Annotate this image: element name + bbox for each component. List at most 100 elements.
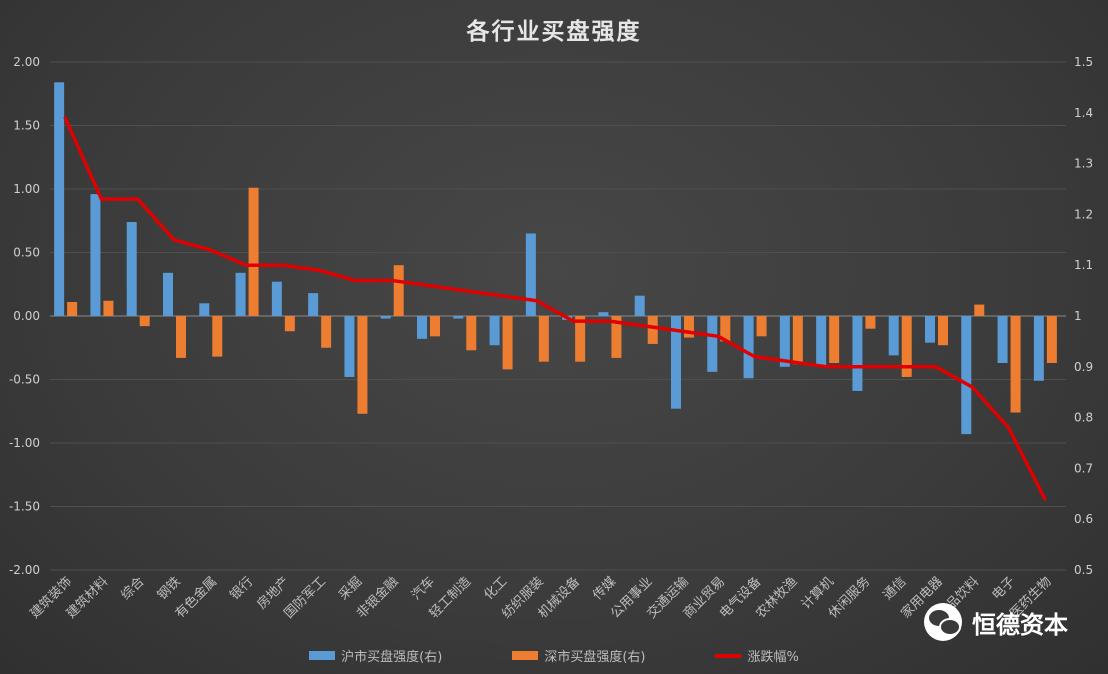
x-tick-label: 电子 (989, 574, 1018, 603)
point-change (136, 197, 140, 201)
legend-swatch-change (715, 653, 742, 658)
x-tick-label: 综合 (119, 574, 148, 603)
bar-sz (284, 316, 295, 332)
x-tick-label: 化工 (481, 574, 510, 603)
legend-label-change: 涨跌幅% (747, 650, 799, 665)
bar-sh (126, 222, 137, 316)
bar-sz (176, 316, 186, 358)
point-change (607, 319, 611, 323)
bar-sz (792, 316, 803, 365)
bar-sz (466, 316, 477, 351)
bar-sz (430, 316, 440, 337)
point-change (353, 278, 357, 282)
bar-sz (357, 316, 368, 414)
bar-sh (235, 272, 246, 316)
bar-sh (671, 316, 681, 409)
bar-sh (816, 316, 827, 367)
bar-sz (212, 316, 223, 357)
bar-sz (139, 316, 150, 327)
y-left-tick-label: 1.00 (13, 182, 40, 196)
bar-sz (538, 316, 549, 362)
point-change (317, 268, 321, 272)
bar-sz (103, 300, 114, 316)
bar-sz (1010, 316, 1021, 413)
y-left-tick-label: 2.00 (13, 55, 40, 69)
x-tick-label: 通信 (881, 574, 910, 603)
point-change (716, 334, 720, 338)
y-right-tick-label: 1 (1074, 309, 1082, 323)
y-right-tick-label: 1.2 (1074, 207, 1093, 221)
line-change (63, 117, 1047, 500)
bar-sz (829, 316, 840, 363)
bar-sh (54, 82, 65, 316)
y-right-tick-label: 0.8 (1074, 411, 1093, 425)
point-change (208, 248, 212, 252)
bar-sz (611, 316, 622, 358)
x-tick-label: 银行 (227, 574, 256, 603)
bar-sh (163, 272, 173, 316)
bar-sh (743, 316, 754, 379)
bar-sz (67, 302, 78, 316)
y-left-tick-label: 0.50 (13, 246, 40, 260)
bar-sz (502, 316, 513, 370)
bar-sz (248, 187, 259, 316)
bar-sz (720, 316, 731, 342)
watermark-text: 恒德资本 (972, 610, 1068, 639)
point-change (499, 294, 503, 298)
legend: 沪市买盘强度(右) 深市买盘强度(右) 涨跌幅% (0, 646, 1108, 665)
y-left-tick-label: -0.50 (9, 373, 40, 387)
bar-sz (1046, 316, 1057, 363)
bar-sh (271, 281, 282, 316)
point-change (789, 360, 793, 364)
bar-sh (1033, 316, 1044, 381)
bar-sh (997, 316, 1008, 363)
y-left-tick-label: -1.00 (9, 436, 40, 450)
point-change (281, 263, 285, 267)
point-change (426, 284, 430, 288)
bar-sz (321, 316, 332, 348)
x-tick-label: 钢铁 (155, 574, 184, 603)
bar-sh (308, 293, 319, 316)
bar-sh (925, 316, 935, 343)
legend-swatch-sh (309, 651, 336, 660)
point-change (825, 365, 829, 369)
y-left-tick-label: -2.00 (9, 563, 40, 577)
point-change (680, 329, 684, 333)
legend-label-sz: 深市买盘强度(右) (544, 650, 646, 665)
y-right-tick-label: 0.7 (1074, 461, 1093, 475)
point-change (1007, 426, 1011, 430)
bar-sh (380, 316, 391, 319)
bar-sz (901, 316, 912, 377)
y-right-tick-label: 1.5 (1074, 55, 1093, 69)
bar-sz (575, 316, 586, 362)
point-change (934, 365, 938, 369)
legend-item-sz: 深市买盘强度(右) (512, 646, 645, 665)
legend-swatch-sz (512, 651, 539, 660)
bar-sz (393, 265, 404, 316)
point-change (172, 238, 176, 242)
point-change (861, 365, 865, 369)
point-change (390, 278, 394, 282)
bar-sh (888, 316, 899, 356)
bar-sh (489, 316, 500, 346)
point-change (535, 299, 539, 303)
bar-sz (684, 316, 694, 338)
point-change (99, 197, 103, 201)
point-change (571, 319, 575, 323)
bar-sh (344, 316, 355, 377)
y-left-tick-label: 0.00 (13, 309, 40, 323)
bar-sh (779, 316, 790, 367)
watermark: 恒德资本 (924, 603, 1068, 641)
x-tick-label: 采掘 (336, 574, 365, 603)
y-left-tick-label: 1.50 (13, 119, 40, 133)
legend-item-sh: 沪市买盘强度(右) (309, 646, 442, 665)
bar-sz (974, 304, 985, 316)
x-tick-label: 传媒 (590, 574, 619, 603)
bar-sz (756, 316, 767, 337)
point-change (898, 365, 902, 369)
y-right-tick-label: 0.6 (1074, 512, 1093, 526)
point-change (245, 263, 249, 267)
bar-sh (598, 312, 609, 316)
